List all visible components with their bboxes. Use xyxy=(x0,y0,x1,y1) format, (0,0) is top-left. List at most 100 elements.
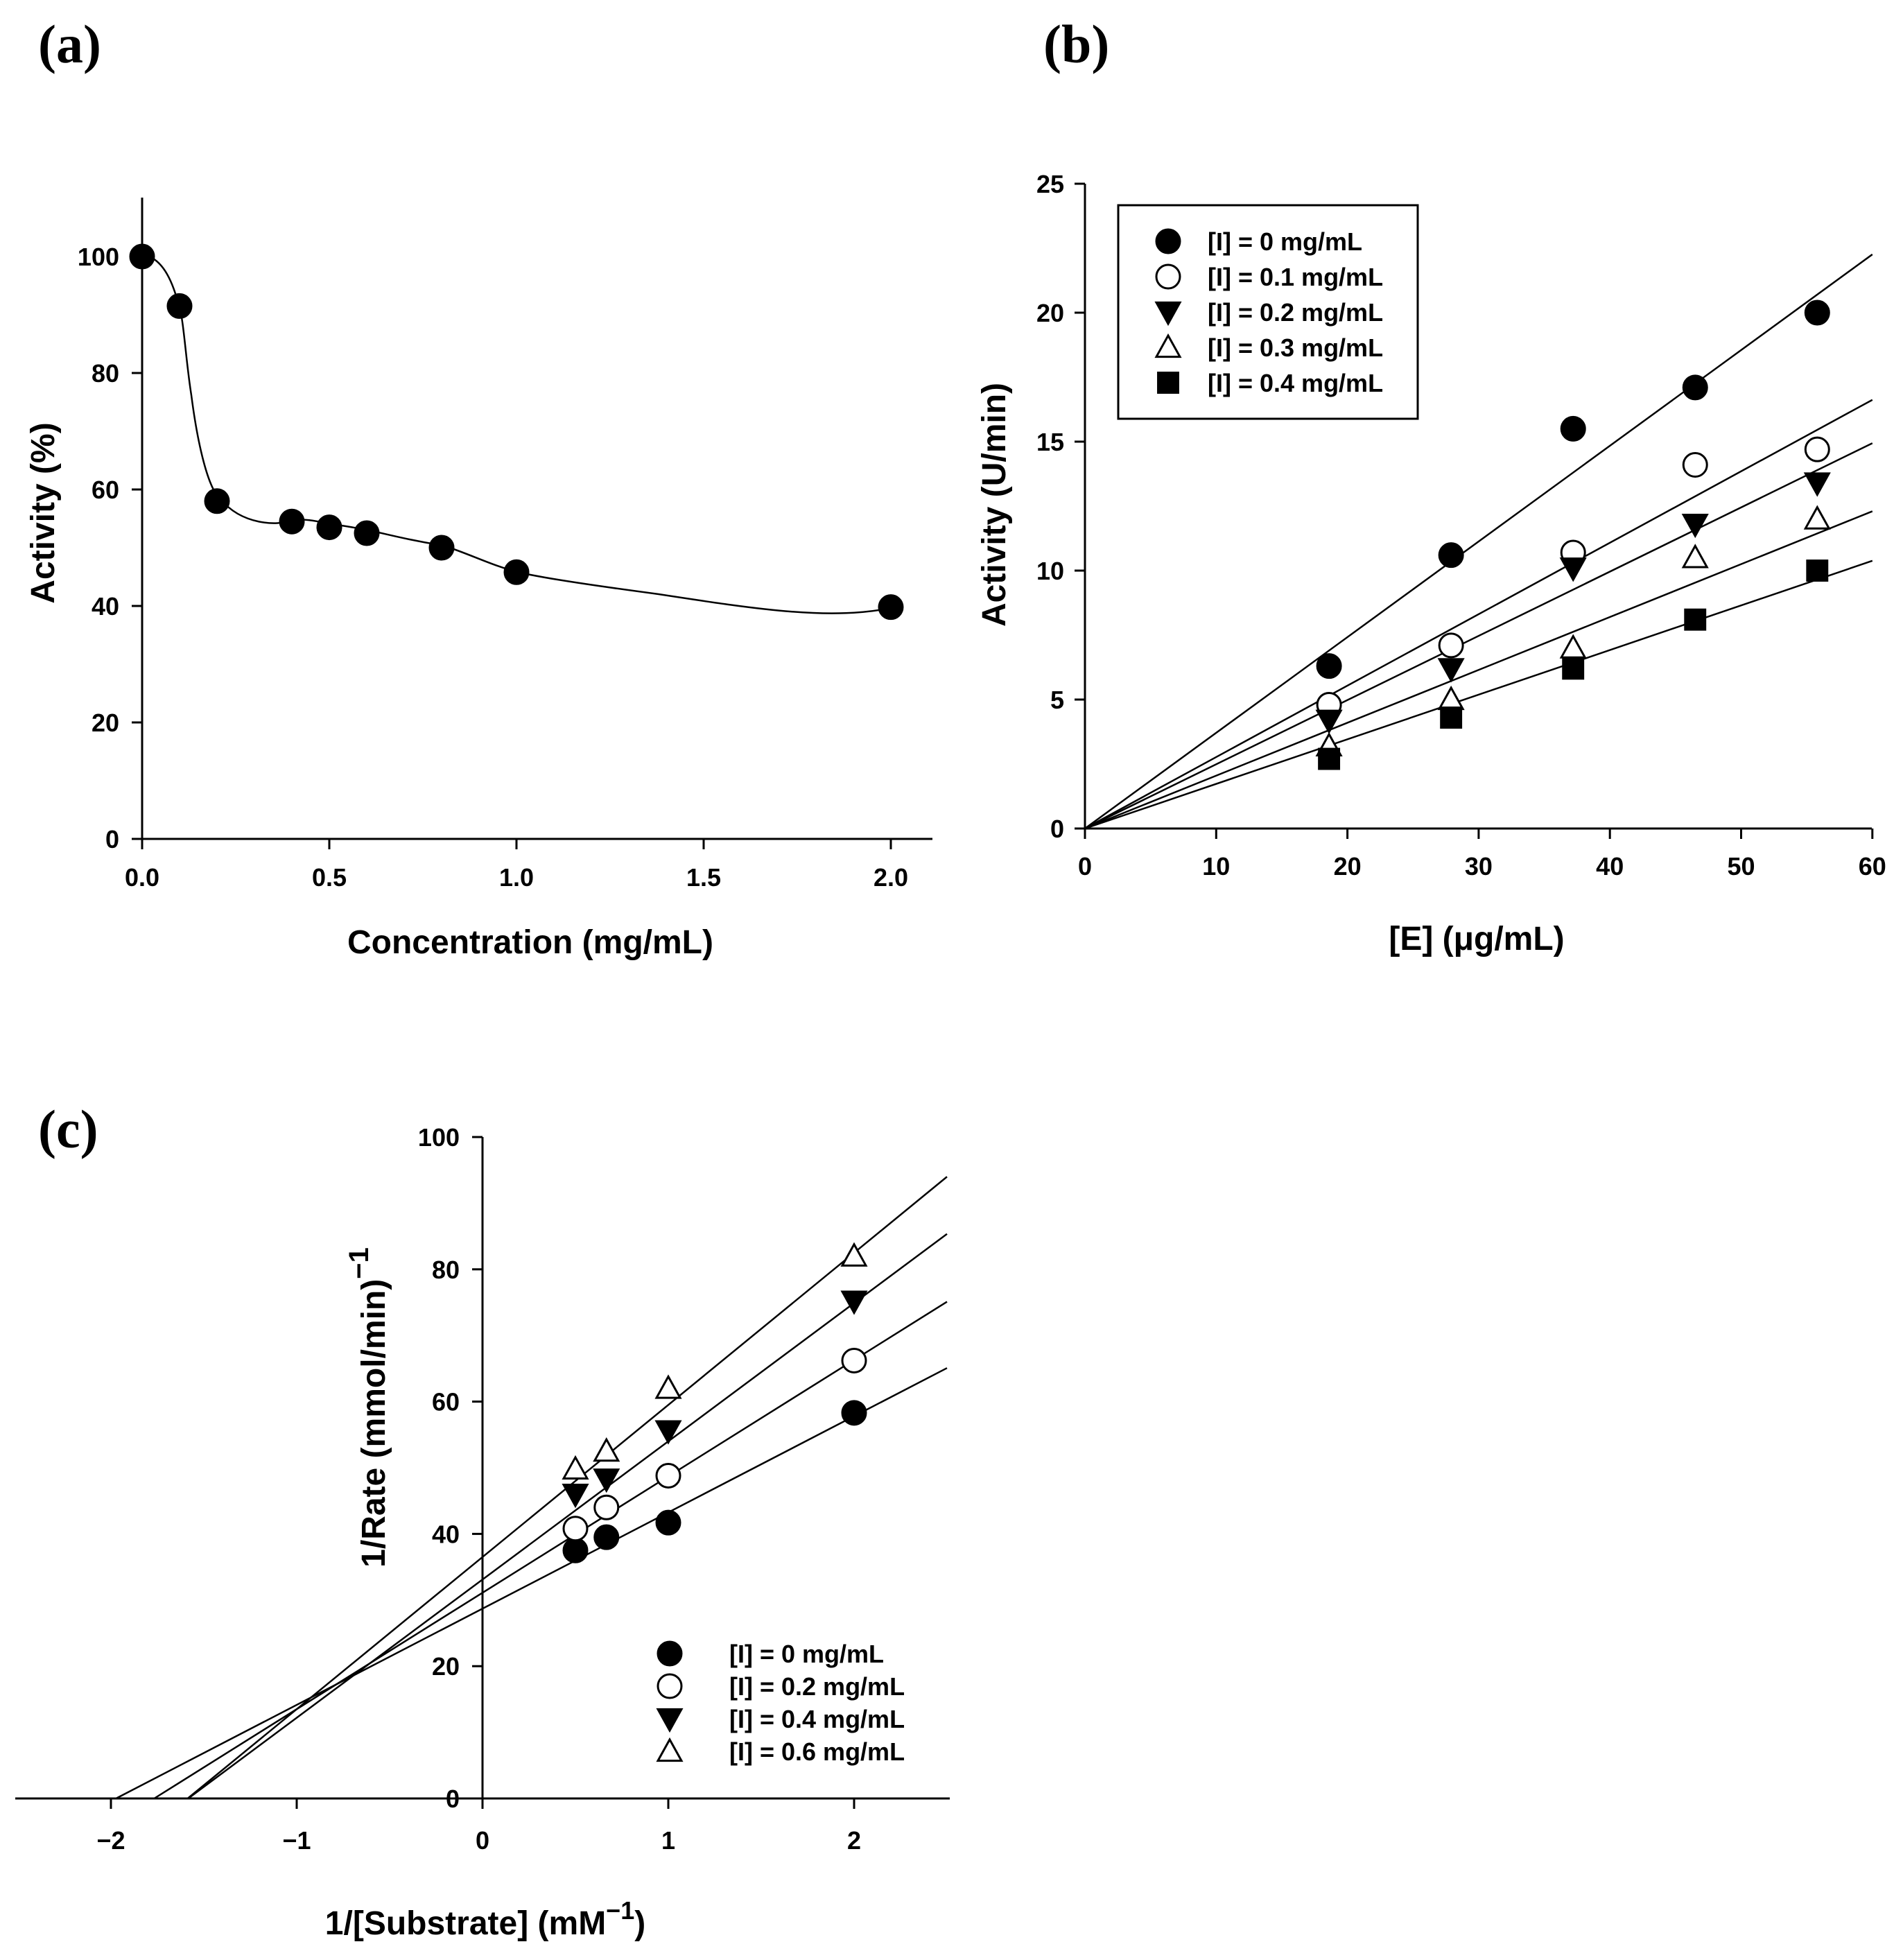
panel-b-y-tick-label: 10 xyxy=(1036,557,1064,585)
panel-b-data-point xyxy=(1682,451,1708,478)
panel-c-x-tick-label: 1 xyxy=(661,1826,675,1855)
panel-b-fit-line xyxy=(1084,399,1873,830)
panel-a-label: (a) xyxy=(38,14,101,74)
panel-b-legend-entries: [I] = 0 mg/mL [I] = 0.1 mg/mL [I] = 0.2 mg… xyxy=(1154,227,1383,397)
panel-a-axes xyxy=(141,198,932,840)
panel-c-data-point xyxy=(593,1494,620,1520)
panel-c-x-axis-title-sup: −1 xyxy=(606,1896,634,1925)
panel-c-x-axis-title-base: 1/[Substrate] (mM xyxy=(325,1905,606,1942)
panel-c-data-point xyxy=(562,1455,589,1480)
panel-c-data-point xyxy=(840,1242,868,1267)
panel-a-data-point xyxy=(204,488,230,514)
panel-c-data-point xyxy=(593,1468,620,1493)
panel-b-x-tick-label: 50 xyxy=(1727,852,1755,881)
panel-b-fit-lines xyxy=(1084,253,1873,830)
panel-b-data-points xyxy=(1315,300,1831,770)
panel-b-data-point xyxy=(1684,608,1707,631)
panel-c-y-tick-label: 80 xyxy=(432,1256,460,1284)
panel-b-data-point xyxy=(1804,300,1830,326)
panel-a-data-point xyxy=(354,520,380,546)
panel-a-x-tick-label: 2.0 xyxy=(874,863,908,892)
panel-c-x-axis-title-end: ) xyxy=(634,1905,645,1942)
panel-c-legend-marker xyxy=(657,1673,683,1699)
panel-b-data-point xyxy=(1440,706,1463,729)
panel-a-data-point xyxy=(129,243,155,270)
panel-c-fit-line xyxy=(115,1367,948,1800)
panel-b-fit-line xyxy=(1084,442,1873,830)
panel-c-x-tick-label: −2 xyxy=(96,1826,125,1855)
panel-c-fit-line xyxy=(153,1301,948,1800)
panel-b-y-tick-label: 20 xyxy=(1036,299,1064,327)
panel-b-data-point xyxy=(1806,560,1829,582)
panel-b-fit-line xyxy=(1084,560,1873,830)
panel-b-x-tick-label: 0 xyxy=(1078,852,1092,881)
panel-b: (b) 0 5 10 15 20 25 0 10 20 30 40 50 60 [I] = 0 mg/… xyxy=(976,14,1886,957)
panel-c-legend-label: [I] = 0.2 mg/mL xyxy=(729,1672,905,1701)
panel-b-x-tick-label: 40 xyxy=(1596,852,1624,881)
panel-c-y-axis-title: 1/Rate (mmol/min)−1 xyxy=(344,1247,392,1568)
panel-b-legend-marker xyxy=(1155,228,1181,254)
panel-a-data-point xyxy=(878,594,904,621)
panel-c-data-point xyxy=(593,1437,620,1462)
panel-c-y-tick-label: 0 xyxy=(446,1785,460,1813)
panel-c-legend-label: [I] = 0 mg/mL xyxy=(729,1640,884,1668)
panel-c-data-point xyxy=(841,1400,867,1426)
panel-a-y-ticks: 0 20 40 60 80 100 xyxy=(78,243,142,853)
panel-b-x-tick-label: 30 xyxy=(1465,852,1493,881)
panel-a-x-tick-label: 1.0 xyxy=(499,863,534,892)
panel-a-y-tick-label: 100 xyxy=(78,243,119,271)
panel-b-legend-marker xyxy=(1157,372,1179,394)
panel-b-data-point xyxy=(1562,657,1585,680)
panel-b-x-tick-label: 10 xyxy=(1202,852,1230,881)
panel-a-y-tick-label: 20 xyxy=(92,709,119,737)
panel-a-x-tick-label: 1.5 xyxy=(686,863,721,892)
panel-b-legend-label: [I] = 0.1 mg/mL xyxy=(1208,263,1383,291)
panel-c-data-point xyxy=(655,1509,681,1536)
panel-c-label: (c) xyxy=(38,1099,98,1159)
panel-b-y-tick-label: 0 xyxy=(1050,815,1064,843)
panel-c-data-point xyxy=(654,1420,682,1445)
panel-c-legend-label: [I] = 0.4 mg/mL xyxy=(729,1705,905,1733)
panel-a: (a) 0 20 40 60 80 100 0.0 0.5 1.0 1.5 2.0 Concent… xyxy=(25,14,932,961)
panel-a-data-point xyxy=(166,293,193,319)
panel-b-y-tick-label: 15 xyxy=(1036,428,1064,456)
panel-b-data-point xyxy=(1316,653,1342,679)
panel-c-x-ticks: −2 −1 0 1 2 xyxy=(96,1798,861,1855)
panel-b-label: (b) xyxy=(1043,14,1109,74)
panel-b-x-tick-label: 60 xyxy=(1859,852,1886,881)
panel-c-legend-label: [I] = 0.6 mg/mL xyxy=(729,1737,905,1766)
panel-b-fit-line xyxy=(1084,253,1873,830)
panel-b-y-axis-title: Activity (U/min) xyxy=(976,383,1013,627)
panel-a-data-point xyxy=(428,535,455,561)
panel-c-fit-line xyxy=(187,1233,948,1800)
panel-c-data-point xyxy=(654,1374,682,1399)
panel-c-data-point xyxy=(593,1524,620,1550)
panel-b-fit-line xyxy=(1084,510,1873,830)
panel-b-legend-label: [I] = 0.4 mg/mL xyxy=(1208,369,1383,397)
panel-c-y-ticks: 0 20 40 60 80 100 xyxy=(418,1123,483,1813)
panel-c-legend-marker xyxy=(656,1737,684,1762)
panel-b-data-point xyxy=(1559,634,1587,659)
panel-a-x-ticks: 0.0 0.5 1.0 1.5 2.0 xyxy=(125,839,908,892)
panel-c-legend-marker xyxy=(657,1640,683,1667)
panel-c-legend-marker xyxy=(656,1708,684,1733)
panel-a-data-points xyxy=(129,243,904,621)
panel-b-data-point xyxy=(1438,632,1464,659)
panel-c-data-point xyxy=(655,1462,681,1489)
panel-a-x-tick-label: 0.0 xyxy=(125,863,159,892)
panel-b-legend-label: [I] = 0 mg/mL xyxy=(1208,227,1362,256)
panel-b-data-point xyxy=(1560,415,1586,442)
panel-c-x-tick-label: 2 xyxy=(847,1826,861,1855)
panel-b-data-point xyxy=(1682,374,1708,401)
panel-c-x-tick-label: −1 xyxy=(282,1826,311,1855)
panel-b-legend-label: [I] = 0.2 mg/mL xyxy=(1208,298,1383,327)
panel-b-y-tick-label: 5 xyxy=(1050,686,1064,714)
panel-c-y-axis-title-base: 1/Rate (mmol/min) xyxy=(356,1279,392,1568)
panel-c-data-point xyxy=(562,1484,589,1509)
panel-c-data-point xyxy=(840,1290,868,1315)
panel-c-y-tick-label: 40 xyxy=(432,1520,460,1548)
panel-a-data-point xyxy=(279,508,305,535)
panel-b-legend-marker xyxy=(1155,263,1181,290)
